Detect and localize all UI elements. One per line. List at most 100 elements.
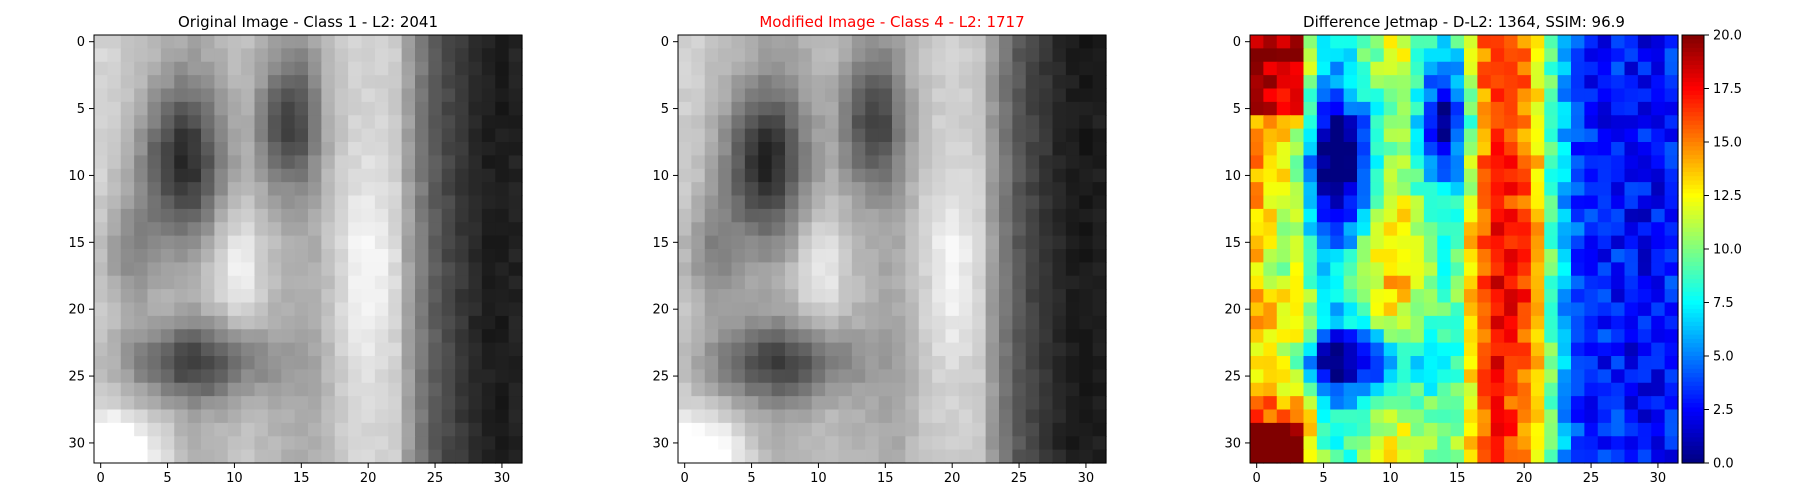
heatmap-cell — [744, 315, 759, 330]
heatmap-cell — [481, 182, 496, 197]
heatmap-cell — [1012, 342, 1027, 357]
heatmap-cell — [1504, 208, 1519, 223]
heatmap-cell — [1437, 342, 1452, 357]
heatmap-cell — [1637, 422, 1652, 437]
heatmap-cell — [1557, 302, 1572, 317]
heatmap-cell — [972, 275, 987, 290]
heatmap-cell — [267, 315, 282, 330]
heatmap-cell — [441, 168, 456, 183]
heatmap-cell — [838, 436, 853, 451]
heatmap-cell — [972, 182, 987, 197]
heatmap-cell — [508, 302, 523, 317]
heatmap-cell — [1250, 356, 1264, 370]
heatmap-cell — [508, 195, 523, 210]
heatmap-cell — [678, 396, 692, 411]
heatmap-cell — [120, 249, 135, 263]
heatmap-cell — [1517, 396, 1532, 411]
heatmap-cell — [187, 208, 202, 223]
heatmap-cell — [1410, 382, 1425, 397]
heatmap-cell — [94, 356, 108, 370]
heatmap-cell — [1423, 88, 1438, 103]
heatmap-cell — [94, 208, 108, 223]
heatmap-cell — [1079, 75, 1094, 90]
heatmap-cell — [428, 249, 443, 263]
heatmap-cell — [227, 342, 242, 357]
heatmap-cell — [428, 61, 443, 76]
heatmap-cell — [1477, 128, 1492, 143]
heatmap-cell — [227, 61, 242, 76]
heatmap-cell — [1370, 222, 1385, 237]
heatmap-cell — [1571, 329, 1585, 344]
heatmap-cell — [838, 48, 853, 63]
heatmap-cell — [1584, 302, 1599, 317]
heatmap-cell — [1263, 235, 1278, 250]
heatmap-cell — [1370, 235, 1385, 250]
heatmap-cell — [1410, 128, 1425, 143]
heatmap-cell — [718, 382, 733, 397]
heatmap-cell — [214, 289, 229, 304]
heatmap-cell — [1025, 382, 1040, 397]
heatmap-cell — [691, 262, 706, 277]
heatmap-cell — [495, 302, 510, 317]
heatmap-cell — [1370, 35, 1385, 49]
heatmap-cell — [1276, 329, 1291, 344]
heatmap-cell — [918, 302, 933, 317]
heatmap-cell — [254, 235, 269, 250]
heatmap-cell — [798, 342, 813, 357]
heatmap-cell — [1637, 195, 1652, 210]
heatmap-cell — [1450, 342, 1465, 357]
heatmap-cell — [758, 208, 773, 223]
heatmap-cell — [1584, 449, 1599, 464]
heatmap-cell — [758, 422, 773, 437]
heatmap-cell — [1330, 222, 1345, 237]
heatmap-cell — [958, 262, 973, 277]
heatmap-cell — [999, 369, 1013, 384]
heatmap-cell — [321, 449, 336, 464]
heatmap-cell — [267, 289, 282, 304]
heatmap-cell — [851, 155, 866, 170]
heatmap-cell — [388, 35, 403, 49]
heatmap-cell — [294, 302, 309, 317]
heatmap-cell — [321, 342, 336, 357]
heatmap-cell — [1624, 61, 1639, 76]
heatmap-cell — [455, 168, 470, 183]
heatmap-cell — [1290, 409, 1305, 424]
heatmap-cell — [771, 208, 786, 223]
heatmap-cell — [1330, 396, 1345, 411]
heatmap-cell — [241, 35, 256, 49]
heatmap-cell — [415, 449, 429, 464]
heatmap-cell — [374, 48, 389, 63]
heatmap-cell — [308, 262, 322, 277]
heatmap-cell — [468, 356, 483, 370]
heatmap-cell — [718, 302, 733, 317]
heatmap-cell — [985, 115, 1000, 130]
heatmap-cell — [1597, 75, 1612, 90]
heatmap-cell — [147, 61, 162, 76]
heatmap-cell — [798, 128, 813, 143]
x-tick-label: 20 — [1516, 471, 1533, 486]
heatmap-cell — [201, 35, 215, 49]
heatmap-cell — [1477, 48, 1492, 63]
heatmap-cell — [958, 449, 973, 464]
y-tick-label: 10 — [652, 169, 669, 184]
heatmap-cell — [160, 396, 175, 411]
heatmap-cell — [1544, 329, 1559, 344]
heatmap-cell — [1504, 155, 1519, 170]
heatmap-cell — [227, 208, 242, 223]
heatmap-cell — [1065, 235, 1080, 250]
heatmap-cell — [1383, 61, 1398, 76]
heatmap-cell — [1517, 101, 1532, 116]
heatmap-cell — [1012, 262, 1027, 277]
colorbar-swatch — [1682, 64, 1704, 70]
heatmap-cell — [1464, 235, 1478, 250]
heatmap-cell — [508, 128, 523, 143]
heatmap-cell — [227, 222, 242, 237]
heatmap-cell — [428, 142, 443, 156]
heatmap-cell — [1477, 155, 1492, 170]
x-tick-label: 25 — [427, 471, 444, 486]
heatmap-cell — [1357, 168, 1371, 183]
heatmap-cell — [972, 302, 987, 317]
heatmap-cell — [441, 208, 456, 223]
heatmap-cell — [744, 275, 759, 290]
